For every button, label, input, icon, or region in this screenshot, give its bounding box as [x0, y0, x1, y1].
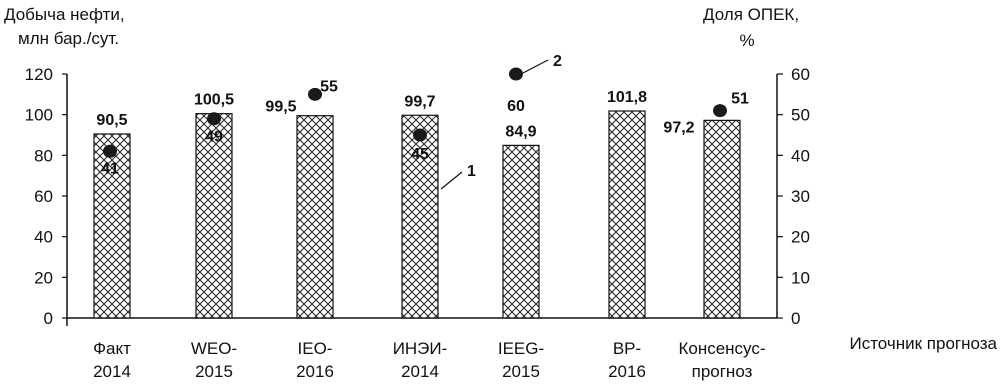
right-tick-label: 60	[791, 65, 810, 84]
right-axis-title-line1: Доля ОПЕК,	[703, 5, 799, 24]
bars	[93, 110, 741, 319]
left-axis-ticks: 0 20 40 60 80 100 120	[25, 65, 67, 328]
opec-share-markers: 41 49 55 45 60 51	[101, 67, 749, 177]
bar-value-labels: 90,5 100,5 99,5 99,7 84,9 101,8 97,2	[96, 89, 694, 140]
category-label: WEO-	[191, 339, 237, 358]
right-tick-label: 20	[791, 228, 810, 247]
opec-share-marker	[413, 128, 427, 142]
opec-share-label: 55	[320, 78, 338, 95]
right-tick-label: 40	[791, 146, 810, 165]
category-label: ИНЭИ-	[393, 339, 448, 358]
callout-label: 1	[467, 163, 476, 180]
opec-share-marker	[308, 87, 322, 101]
right-tick-label: 30	[791, 187, 810, 206]
bar	[93, 133, 131, 319]
opec-share-label: 51	[731, 91, 749, 108]
right-tick-label: 0	[791, 309, 800, 328]
left-tick-label: 40	[34, 228, 53, 247]
category-label: 2014	[93, 362, 131, 381]
bar	[502, 144, 540, 319]
bar-value-label: 100,5	[194, 92, 234, 109]
left-tick-label: 60	[34, 187, 53, 206]
category-label: Факт	[93, 339, 131, 358]
opec-share-marker	[207, 112, 221, 126]
bar-value-label: 99,5	[265, 99, 296, 116]
category-label: 2014	[401, 362, 439, 381]
left-axis-title-line1: Добыча нефти,	[4, 5, 125, 24]
category-labels: Факт 2014 WEO- 2015 IEO- 2016 ИНЭИ- 2014 IEEG- 20…	[93, 339, 765, 381]
callout-label: 2	[553, 53, 562, 70]
left-tick-label: 20	[34, 268, 53, 287]
bar-value-label: 84,9	[505, 123, 536, 140]
right-axis-title-line2: %	[739, 31, 754, 50]
bar	[296, 115, 334, 319]
bar-value-label: 97,2	[663, 119, 694, 136]
category-label: 2015	[195, 362, 233, 381]
category-label: 2016	[296, 362, 334, 381]
category-label: прогноз	[692, 362, 753, 381]
left-tick-label: 0	[44, 309, 53, 328]
x-axis-title: Источник прогноза	[849, 334, 997, 353]
bar	[401, 114, 439, 319]
category-label: 2016	[608, 362, 646, 381]
right-tick-label: 10	[791, 268, 810, 287]
left-axis-title-line2: млн бар./сут.	[18, 29, 119, 48]
left-tick-label: 100	[25, 106, 53, 125]
opec-share-label: 49	[205, 129, 223, 146]
bar	[195, 113, 233, 319]
category-label: IEEG-	[498, 339, 544, 358]
bar-value-label: 90,5	[96, 112, 127, 129]
category-label: BP-	[613, 339, 641, 358]
opec-share-label: 60	[507, 98, 525, 115]
left-tick-label: 80	[34, 146, 53, 165]
bar-value-label: 99,7	[404, 93, 435, 110]
category-label: 2015	[502, 362, 540, 381]
right-tick-label: 50	[791, 106, 810, 125]
bar-value-label: 101,8	[607, 89, 647, 106]
category-label: Консенсус-	[678, 339, 765, 358]
left-tick-label: 120	[25, 65, 53, 84]
category-label: IEO-	[298, 339, 333, 358]
right-axis-ticks: 0 10 20 30 40 50 60	[777, 65, 810, 328]
opec-share-label: 41	[101, 160, 119, 177]
opec-share-label: 45	[411, 146, 429, 163]
opec-share-marker	[103, 144, 117, 158]
series-callouts: 12	[440, 53, 562, 190]
opec-share-marker	[713, 104, 727, 118]
callout-leader-line	[440, 171, 463, 190]
bar	[703, 119, 741, 319]
bar	[608, 110, 646, 319]
callout-leader-line	[522, 59, 549, 74]
opec-share-marker	[509, 67, 523, 81]
